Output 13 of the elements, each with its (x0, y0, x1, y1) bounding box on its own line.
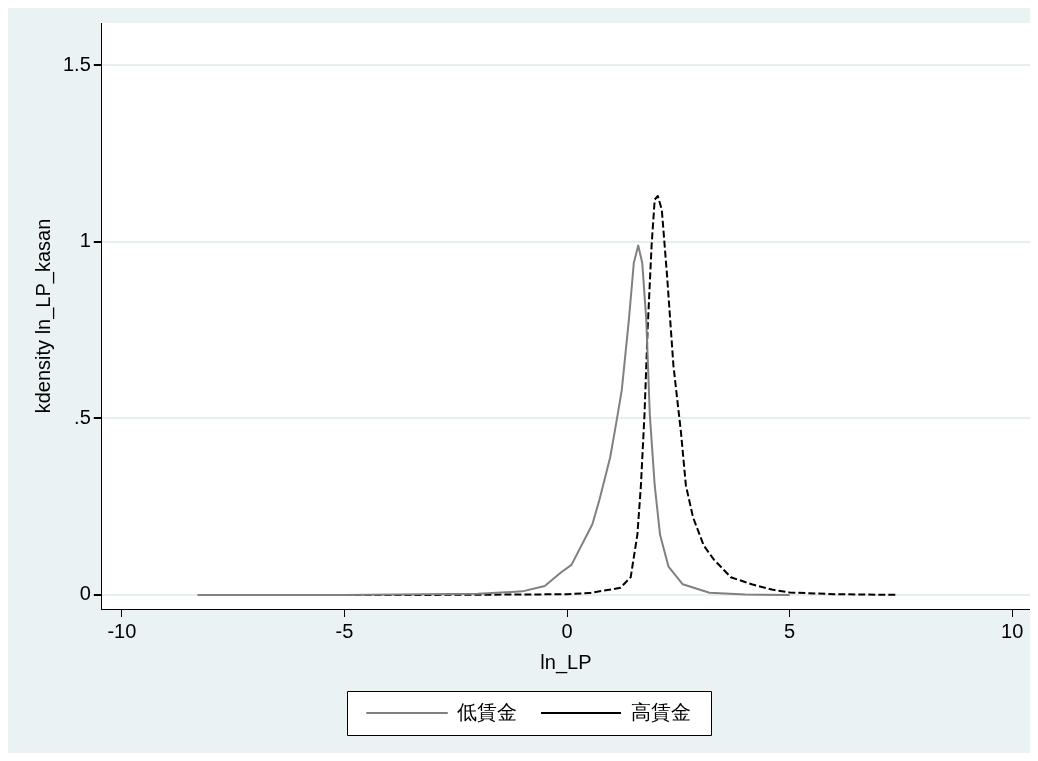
y-tick-label: 1 (79, 229, 91, 252)
y-tick-label: .5 (74, 405, 91, 428)
y-tick-label: 1.5 (62, 52, 91, 75)
legend-label: 低賃金 (457, 700, 517, 723)
x-tick-label: 5 (784, 619, 796, 642)
x-tick-label: 0 (561, 619, 573, 642)
x-tick-label: 10 (1001, 619, 1024, 642)
x-tick-label: -10 (107, 619, 137, 642)
y-tick-label: 0 (79, 582, 91, 605)
legend-label: 高賃金 (631, 700, 691, 723)
x-axis-title: ln_LP (540, 650, 592, 674)
x-tick-label: -5 (335, 619, 354, 642)
y-axis-title: kdensity ln_LP_kasan (31, 218, 55, 414)
